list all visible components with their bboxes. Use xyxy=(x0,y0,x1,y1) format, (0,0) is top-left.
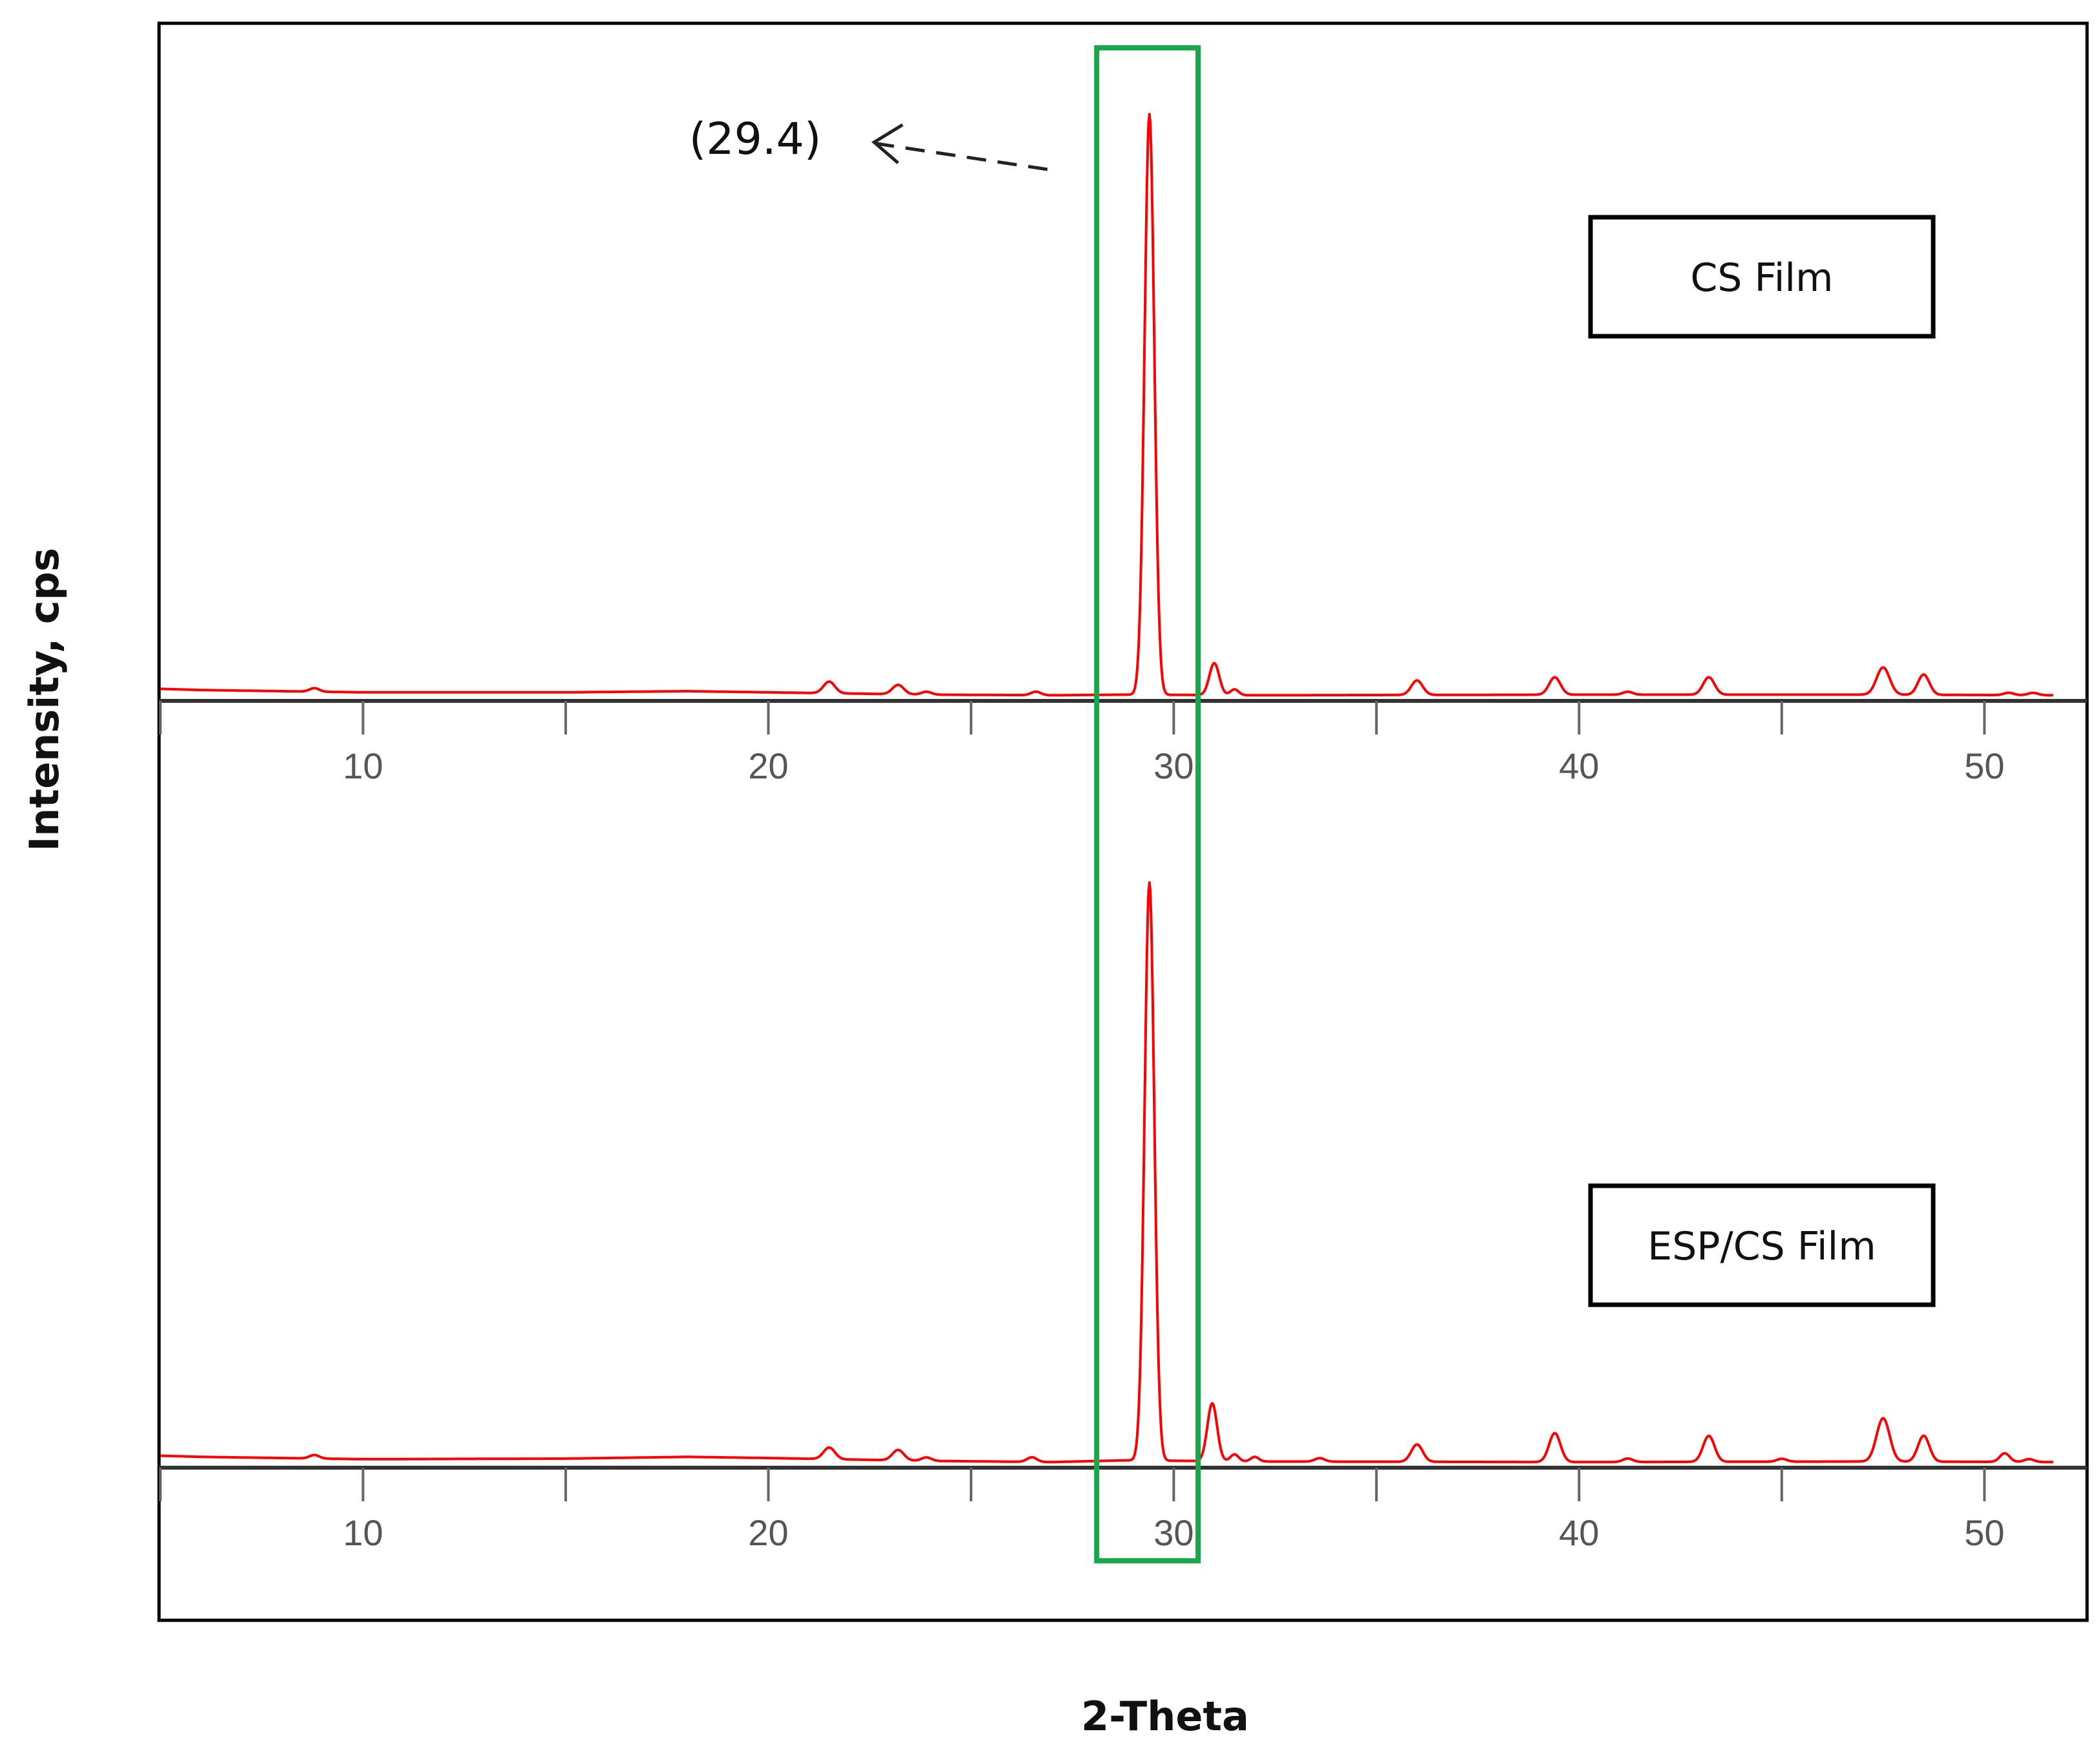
panel-1: 10 20 30 40 50 CS Film xyxy=(159,113,2087,786)
peak-annotation: (29.4) xyxy=(689,114,1048,171)
x-tick-label: 30 xyxy=(1153,1512,1194,1553)
annotation-arrow-head xyxy=(871,123,904,164)
y-axis-title: Intensity, cps xyxy=(21,548,68,852)
x-tick-label: 50 xyxy=(1964,1512,2004,1553)
spectrum-line-2 xyxy=(160,881,2054,1464)
legend-label-1: CS Film xyxy=(1691,255,1834,301)
x-tick-label: 10 xyxy=(343,745,383,786)
x-tick-label: 10 xyxy=(343,1512,383,1553)
x-tick-label: 20 xyxy=(748,1512,788,1553)
peak-annotation-label: (29.4) xyxy=(689,114,821,165)
plot-panels: 10 20 30 40 50 CS Film 10 20 30 40 50 ESP/CS Film xyxy=(159,113,2087,1553)
panel-2: 10 20 30 40 50 ESP/CS Film xyxy=(159,881,2087,1553)
x-tick-label: 30 xyxy=(1153,745,1194,786)
x-tick-label: 50 xyxy=(1964,745,2004,786)
x-tick-label: 20 xyxy=(748,745,788,786)
x-tick-label: 40 xyxy=(1559,1512,1599,1553)
legend-box-2 xyxy=(1588,1183,1936,1307)
spectrum-line-1 xyxy=(160,113,2054,697)
legend-label-2: ESP/CS Film xyxy=(1647,1224,1876,1269)
x-axis-title: 2-Theta xyxy=(1081,1693,1249,1740)
x-tick-label: 40 xyxy=(1559,745,1599,786)
highlight-box xyxy=(1094,45,1201,1563)
legend-box-1 xyxy=(1588,215,1936,339)
plot-frame xyxy=(157,21,2089,1622)
